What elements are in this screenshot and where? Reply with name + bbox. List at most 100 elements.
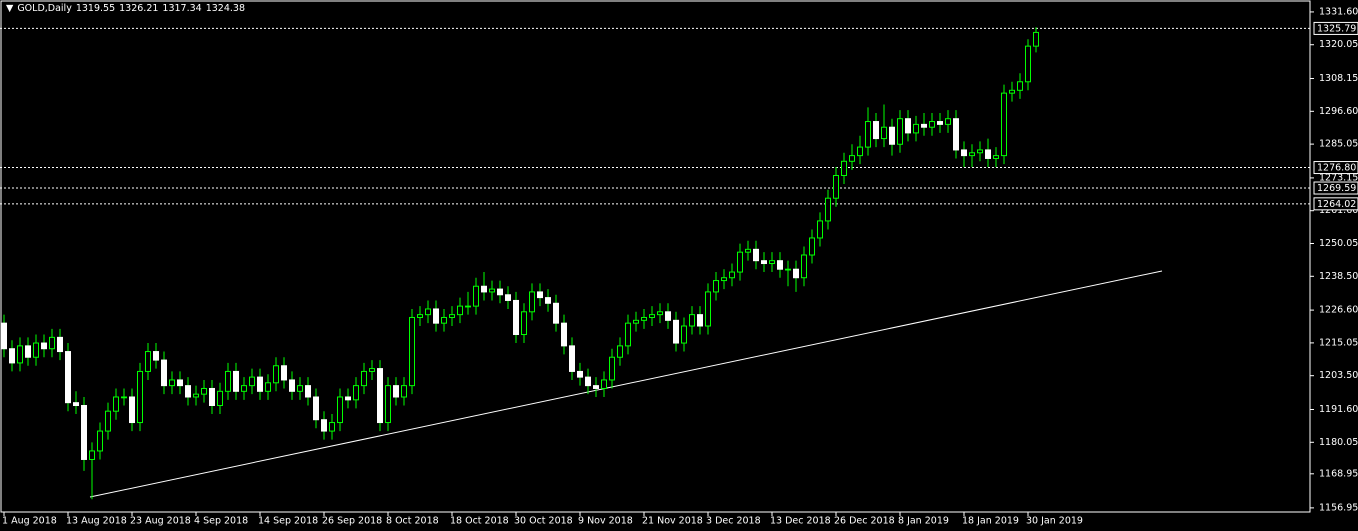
- plot-frame: [0, 0, 1311, 513]
- candle-body: [985, 149, 991, 159]
- candle-body: [1009, 89, 1015, 94]
- symbol-title: GOLD,Daily: [17, 3, 72, 14]
- candle-body: [889, 126, 895, 145]
- x-tick-label: 23 Aug 2018: [130, 516, 191, 527]
- candle-body: [497, 288, 503, 296]
- candle-body: [249, 376, 255, 387]
- candle-body: [513, 299, 519, 336]
- candle-body: [449, 314, 455, 318]
- last-high: 1326.21: [119, 3, 159, 14]
- candle-body: [1025, 45, 1031, 83]
- level-label-box: [1313, 181, 1358, 195]
- y-tick-label: 1168.95: [1319, 468, 1358, 479]
- candle-body: [161, 359, 167, 387]
- candle-body: [745, 248, 751, 253]
- y-tick-label: 1296.60: [1319, 106, 1358, 117]
- level-label: 1269.59: [1317, 183, 1356, 194]
- candle-body: [761, 260, 767, 265]
- candle-body: [625, 322, 631, 347]
- candle-body: [577, 370, 583, 378]
- last-close: 1324.38: [205, 3, 246, 14]
- candle-body: [665, 311, 671, 321]
- y-tick-label: 1226.60: [1319, 305, 1358, 316]
- candle-body: [529, 291, 535, 313]
- candle-body: [377, 368, 383, 424]
- candle-body: [353, 385, 359, 401]
- x-tick-label: 3 Dec 2018: [706, 516, 761, 527]
- candle-body: [601, 379, 607, 389]
- y-tick-label: 1180.05: [1319, 437, 1358, 448]
- level-label-box: [1313, 21, 1358, 35]
- candle-body: [657, 311, 663, 316]
- candle-body: [121, 396, 127, 399]
- candle-body: [97, 430, 103, 452]
- candle-body: [977, 149, 983, 154]
- candle-body: [1033, 31, 1039, 47]
- y-tick-label: 1250.05: [1319, 238, 1358, 249]
- candle-body: [873, 121, 879, 140]
- candle-body: [393, 385, 399, 398]
- candle-body: [257, 376, 263, 392]
- x-tick-label: 1 Aug 2018: [2, 516, 57, 527]
- candle-body: [937, 121, 943, 125]
- candle-body: [705, 291, 711, 327]
- candle-body: [129, 396, 135, 424]
- candle-body: [817, 220, 823, 239]
- candle-body: [537, 291, 543, 299]
- y-tick-label: 1320.05: [1319, 39, 1358, 50]
- candle-body: [265, 382, 271, 392]
- candle-body: [929, 121, 935, 128]
- candle-body: [409, 316, 415, 387]
- candle-body: [345, 396, 351, 401]
- candle-body: [177, 379, 183, 387]
- candle-body: [881, 126, 887, 140]
- candle-body: [721, 277, 727, 282]
- y-tick-label: 1203.50: [1319, 370, 1358, 381]
- candle-body: [185, 385, 191, 398]
- trend-line[interactable]: [89, 270, 1163, 498]
- candle-body: [785, 268, 791, 271]
- candle-body: [801, 254, 807, 279]
- candle-body: [17, 345, 23, 364]
- candle-body: [1, 322, 7, 350]
- candle-body: [953, 118, 959, 151]
- candle-body: [553, 302, 559, 324]
- y-tick-label: 1215.05: [1319, 337, 1358, 348]
- candle-body: [241, 385, 247, 392]
- candle-body: [25, 345, 31, 358]
- x-tick-label: 30 Oct 2018: [514, 516, 573, 527]
- level-label: 1325.79: [1317, 23, 1356, 34]
- candle-body: [369, 368, 375, 372]
- candle-body: [217, 390, 223, 407]
- menu-arrow[interactable]: ▼: [6, 3, 14, 14]
- candle-body: [633, 319, 639, 324]
- candle-body: [617, 345, 623, 358]
- x-tick-label: 13 Dec 2018: [770, 516, 831, 527]
- candle-body: [689, 314, 695, 327]
- candle-body: [641, 316, 647, 321]
- x-tick-label: 8 Oct 2018: [386, 516, 439, 527]
- x-tick-label: 18 Jan 2019: [962, 516, 1019, 527]
- candle-body: [521, 311, 527, 336]
- candle-body: [897, 118, 903, 145]
- candle-body: [289, 379, 295, 392]
- x-tick-label: 26 Sep 2018: [322, 516, 382, 527]
- last-open: 1319.55: [75, 3, 116, 14]
- candle-body: [769, 260, 775, 265]
- candle-body: [585, 376, 591, 387]
- candle-body: [841, 160, 847, 176]
- level-label-box: [1313, 161, 1358, 175]
- candle-body: [777, 260, 783, 270]
- candle-body: [425, 308, 431, 316]
- candle-body: [921, 123, 927, 128]
- candle-body: [233, 370, 239, 392]
- candle-body: [945, 118, 951, 125]
- candle-body: [1017, 81, 1023, 91]
- candle-body: [193, 393, 199, 398]
- candle-body: [137, 370, 143, 424]
- candle-body: [993, 155, 999, 159]
- y-tick-label: 1285.05: [1319, 139, 1358, 150]
- candle-body: [825, 197, 831, 222]
